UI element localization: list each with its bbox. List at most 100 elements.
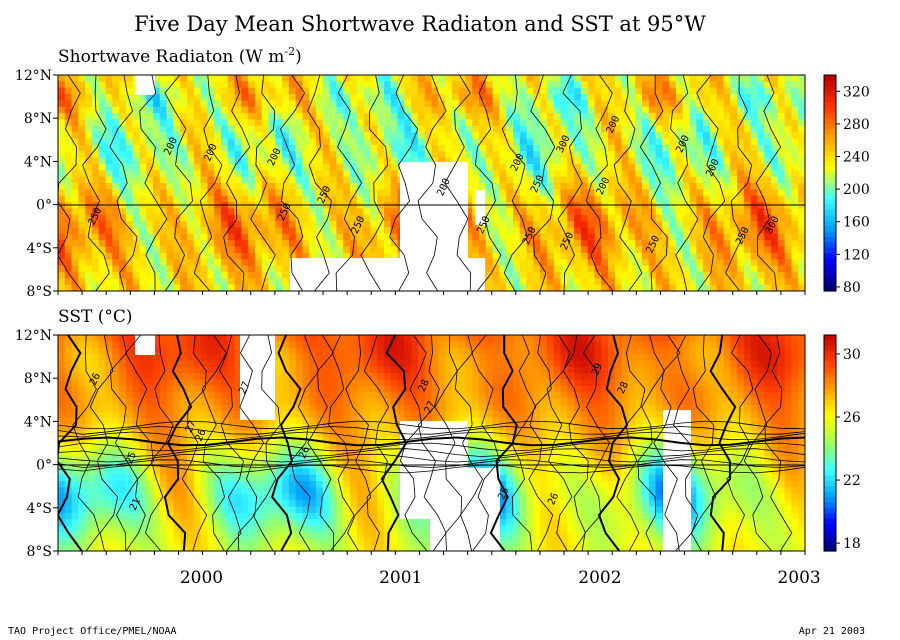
heatmap-cell (526, 208, 534, 216)
heatmap-cell (173, 278, 181, 286)
heatmap-cell (288, 125, 297, 133)
heatmap-cell (105, 538, 113, 546)
heatmap-cell (669, 202, 677, 210)
heatmap-cell (159, 75, 168, 82)
heatmap-cell (132, 170, 141, 178)
heatmap-cell (553, 87, 562, 95)
heatmap-cell (268, 208, 276, 216)
heatmap-cell (105, 360, 113, 368)
heatmap-cell (669, 170, 677, 178)
heatmap-cell (302, 125, 310, 133)
heatmap-cell (377, 157, 385, 165)
heatmap-cell (78, 208, 86, 216)
heatmap-cell (628, 100, 636, 108)
heatmap-cell (180, 132, 188, 140)
heatmap-cell (254, 462, 263, 470)
heatmap-cell (458, 138, 467, 146)
heatmap-cell (288, 360, 297, 368)
heatmap-cell (64, 423, 73, 431)
heatmap-cell (105, 449, 113, 457)
heatmap-cell (309, 214, 317, 222)
heatmap-cell (193, 512, 202, 520)
heatmap-cell (268, 246, 276, 254)
heatmap-cell (336, 113, 344, 121)
heatmap-cell (601, 170, 609, 178)
heatmap-cell (336, 144, 344, 152)
heatmap-cell (798, 176, 805, 184)
heatmap-cell (642, 87, 650, 95)
heatmap-cell (757, 195, 765, 203)
heatmap-cell (546, 202, 555, 210)
heatmap-cell (329, 252, 338, 260)
heatmap-cell (214, 233, 222, 241)
heatmap-cell (248, 284, 256, 291)
heatmap-cell (777, 240, 786, 248)
heatmap-cell (791, 183, 799, 190)
heatmap-cell (343, 202, 351, 210)
heatmap-cell (146, 208, 154, 216)
heatmap-cell (153, 106, 161, 114)
heatmap-cell (750, 265, 759, 273)
heatmap-cell (390, 183, 399, 190)
heatmap-cell (241, 544, 249, 551)
heatmap-cell (207, 474, 215, 482)
heatmap-cell (621, 259, 630, 267)
heatmap-cell (363, 157, 371, 165)
heatmap-cell (798, 227, 805, 235)
heatmap-cell (98, 544, 107, 551)
heatmap-cell (85, 94, 93, 102)
heatmap-cell (275, 392, 283, 400)
heatmap-cell (207, 366, 215, 374)
heatmap-cell (309, 151, 317, 159)
heatmap-cell (78, 100, 86, 108)
heatmap-cell (248, 163, 256, 171)
heatmap-cell (98, 506, 107, 514)
heatmap-cell (485, 132, 494, 140)
heatmap-cell (309, 202, 317, 210)
heatmap-cell (254, 189, 263, 197)
heatmap-cell (730, 214, 738, 222)
heatmap-cell (91, 214, 100, 222)
heatmap-cell (105, 373, 113, 381)
heatmap-cell (153, 163, 161, 171)
heatmap-cell (635, 138, 643, 146)
heatmap-cell (587, 259, 596, 267)
heatmap-cell (465, 183, 473, 190)
heatmap-cell (445, 81, 453, 89)
heatmap-cell (798, 144, 805, 152)
heatmap-cell (648, 170, 657, 178)
heatmap-cell (302, 385, 310, 393)
heatmap-cell (180, 271, 188, 279)
heatmap-cell (200, 481, 208, 489)
heatmap-cell (771, 240, 779, 248)
heatmap-cell (214, 94, 222, 102)
heatmap-cell (703, 259, 711, 267)
heatmap-cell (703, 119, 711, 127)
heatmap-cell (309, 252, 317, 260)
heatmap-cell (58, 87, 66, 95)
heatmap-cell (125, 474, 134, 482)
heatmap-cell (112, 246, 120, 254)
heatmap-cell (553, 106, 562, 114)
heatmap-cell (485, 189, 494, 197)
heatmap-cell (105, 252, 113, 260)
heatmap-cell (519, 233, 528, 241)
heatmap-cell (58, 151, 66, 159)
heatmap-cell (261, 284, 270, 291)
heatmap-cell (451, 138, 460, 146)
heatmap-cell (166, 265, 175, 273)
heatmap-cell (506, 151, 514, 159)
heatmap-cell (268, 87, 276, 95)
heatmap-cell (125, 233, 134, 241)
heatmap-cell (574, 106, 582, 114)
heatmap-cell (648, 132, 657, 140)
heatmap-cell (207, 202, 215, 210)
heatmap-cell (737, 202, 745, 210)
heatmap-cell (64, 106, 73, 114)
heatmap-cell (764, 87, 772, 95)
heatmap-cell (227, 544, 236, 551)
heatmap-cell (234, 214, 242, 222)
heatmap-cell (764, 208, 772, 216)
heatmap-cell (261, 214, 270, 222)
heatmap-cell (146, 176, 154, 184)
